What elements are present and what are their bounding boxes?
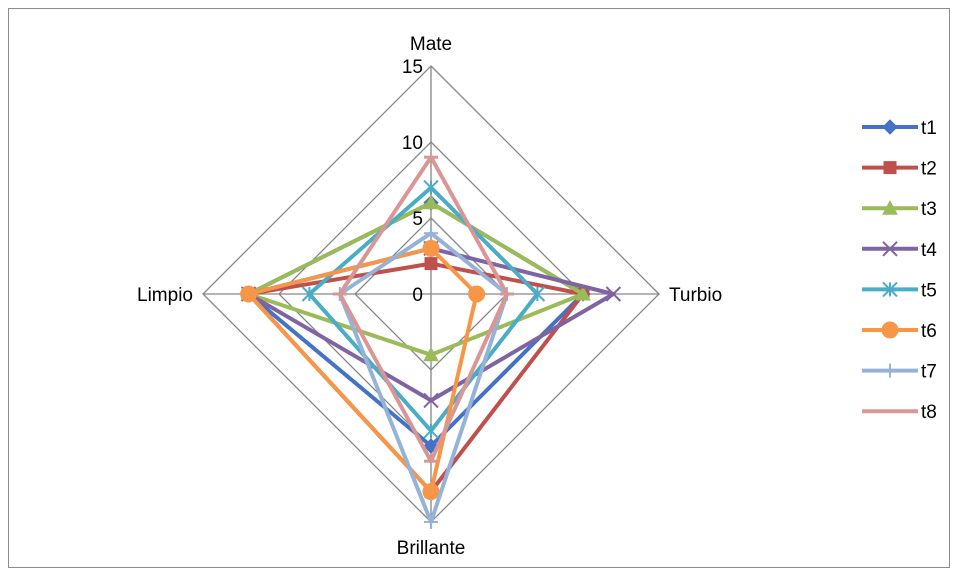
legend-label-t3: t3 <box>921 199 937 220</box>
series-t6 <box>240 239 486 501</box>
point-t7-mate <box>424 226 438 241</box>
legend-item-t7: t7 <box>862 362 937 383</box>
point-t3-brillante <box>423 346 439 362</box>
legend-label-t8: t8 <box>921 402 937 423</box>
point-t6-mate <box>422 239 440 257</box>
legend-item-t2: t2 <box>862 159 937 180</box>
series-line-t7 <box>337 231 509 524</box>
legend-item-t1: t1 <box>862 118 937 139</box>
point-t6-brillante <box>422 483 440 501</box>
point-t6-limpio <box>240 285 258 303</box>
legend-label-t6: t6 <box>921 321 937 342</box>
legend-item-t8: t8 <box>862 402 937 423</box>
legend-label-t7: t7 <box>921 362 937 383</box>
point-t3-turbio <box>575 285 591 301</box>
series-t8 <box>332 155 514 464</box>
axis-label-turbio: Turbio <box>669 285 722 306</box>
legend-marker-t5 <box>882 281 898 298</box>
legend-marker-t7 <box>883 363 897 378</box>
legend-item-t3: t3 <box>862 199 937 220</box>
legend-marker-t3 <box>882 200 898 215</box>
legend-item-t4: t4 <box>862 240 937 261</box>
legend-label-t1: t1 <box>921 118 937 139</box>
legend-item-t6: t6 <box>862 321 937 342</box>
point-t7-brillante <box>424 515 438 529</box>
point-t4-brillante <box>423 392 439 409</box>
legend-marker-t6 <box>881 321 899 339</box>
legend-label-t5: t5 <box>921 280 937 301</box>
point-t3-mate <box>423 194 439 210</box>
tick-label-5: 5 <box>412 209 423 230</box>
axis-label-mate: Mate <box>410 34 452 55</box>
tick-label-10: 10 <box>402 133 423 154</box>
point-t4-turbio <box>605 286 622 302</box>
axis-label-brillante: Brillante <box>397 538 466 559</box>
tick-label-15: 15 <box>402 57 423 78</box>
legend: t1 t2 t3 t4 t5 t6 t7 t8 <box>862 118 937 423</box>
legend-marker-t4 <box>882 241 898 257</box>
radar-series <box>240 155 622 529</box>
point-t5-turbio <box>529 286 546 302</box>
legend-item-t5: t5 <box>862 280 937 301</box>
point-t5-limpio <box>301 286 318 302</box>
point-t6-turbio <box>468 285 486 303</box>
axis-label-limpio: Limpio <box>137 285 193 306</box>
point-t5-brillante <box>423 423 439 439</box>
series-line-t6 <box>246 246 479 494</box>
point-t2-mate <box>424 257 438 271</box>
point-t5-mate <box>423 179 439 196</box>
legend-label-t4: t4 <box>921 240 937 261</box>
tick-label-0: 0 <box>412 285 423 306</box>
legend-marker-t2 <box>883 161 897 175</box>
legend-marker-t1 <box>882 119 898 135</box>
legend-label-t2: t2 <box>921 159 937 180</box>
series-t5 <box>301 179 546 439</box>
